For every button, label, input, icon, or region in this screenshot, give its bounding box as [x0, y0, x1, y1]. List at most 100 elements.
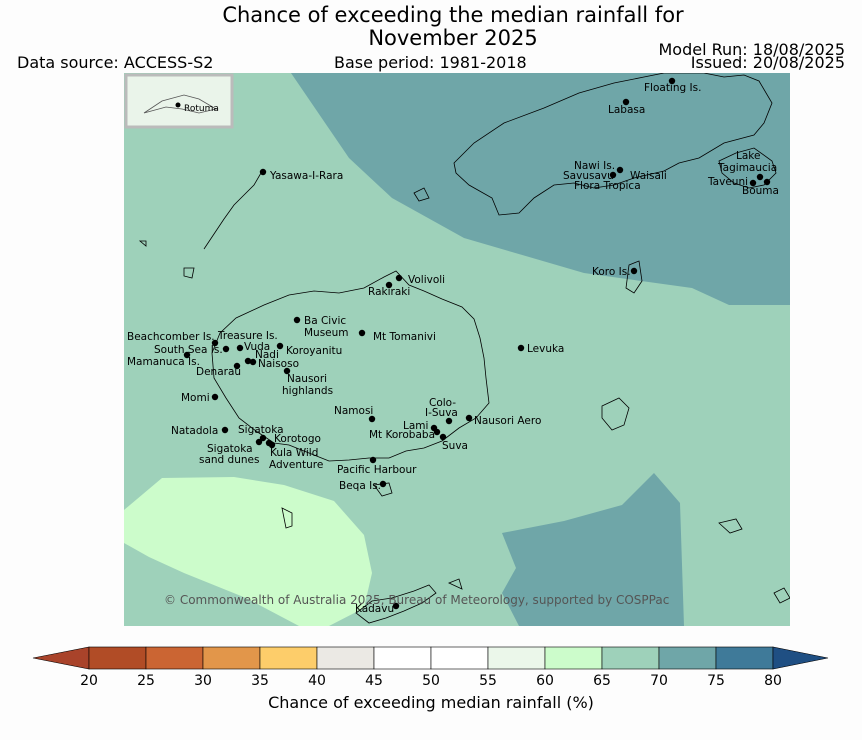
- place-dot-kula-wild: [268, 441, 276, 449]
- chart-title-line1: Chance of exceeding the median rainfall …: [222, 3, 684, 27]
- place-label-nausori-aero: Nausori Aero: [474, 415, 541, 427]
- colorbar-block: [487, 646, 546, 670]
- place-label-beqa-is: Beqa Is.: [339, 480, 381, 492]
- colorbar-tick-label: 55: [479, 673, 497, 689]
- region-north-east: [291, 73, 790, 305]
- place-label-koro-is: Koro Is.: [592, 266, 631, 278]
- place-dot-bouma: [763, 178, 771, 186]
- place-label-sigatoka: Sigatoka: [238, 424, 284, 436]
- region-south-east: [502, 473, 684, 626]
- place-dot-beachcomber: [211, 339, 219, 347]
- colorbar-block: [88, 646, 147, 670]
- place-label-mamanuca: Mamanuca Is.: [127, 356, 200, 368]
- place-label-sigatoka-2: Sigatoka: [207, 443, 253, 455]
- place-label-floating-is: Floating Is.: [644, 82, 701, 94]
- place-label-south-sea-is: South Sea Is.: [154, 344, 223, 356]
- issued-label: Issued: 20/08/2025: [690, 53, 845, 72]
- place-label-beachcomber: Beachcomber Is.: [127, 331, 215, 343]
- place-label-flora-tropica: Flora Tropica: [574, 180, 641, 192]
- colorbar-tick-label: 30: [194, 673, 212, 689]
- place-dot-sigatoka-dunes: [255, 438, 263, 446]
- colorbar-tick-label: 20: [80, 673, 98, 689]
- colorbar-tick-label: 25: [137, 673, 155, 689]
- place-dot-natadola: [221, 426, 229, 434]
- coastlines: [138, 73, 790, 624]
- place-label-kadavu: Kadavu: [355, 603, 394, 615]
- place-dot-rakiraki: [385, 281, 393, 289]
- place-dot-mt-korobaba: [433, 428, 441, 436]
- place-label-mt-korobaba: Mt Korobaba: [369, 429, 435, 441]
- colorbar-block: [430, 646, 489, 670]
- place-dot-sigatoka: [259, 434, 267, 442]
- place-label-highlands: highlands: [282, 385, 333, 397]
- place-dot-naisoso: [249, 358, 257, 366]
- place-label-koroyanitu: Koroyanitu: [286, 345, 342, 357]
- place-dot-koroyanitu: [276, 342, 284, 350]
- place-label-kula-wild: Kula Wild: [270, 447, 318, 459]
- place-dot-nausori-highlands: [283, 367, 291, 375]
- colorbar-block: [259, 646, 318, 670]
- place-dot-denarau: [233, 362, 241, 370]
- colorbar: 20 25 30 35 40 45 50 55 60 65 70 75 80 Chance of exc…: [0, 640, 862, 736]
- map-canvas: Rotuma: [124, 73, 790, 626]
- place-label-korotogo: Korotogo: [274, 433, 321, 445]
- rotuma-inset: Rotuma: [124, 73, 234, 129]
- place-label-nausori: Nausori: [287, 373, 327, 385]
- place-dot-ba: [293, 316, 301, 324]
- place-markers: [183, 77, 771, 610]
- place-label-pacific-harbour: Pacific Harbour: [337, 464, 417, 476]
- place-label-sand-dunes: sand dunes: [199, 454, 259, 466]
- place-label-naisoso: Naisoso: [258, 358, 299, 370]
- colorbar-ticks: 20 25 30 35 40 45 50 55 60 65 70 75 80: [80, 673, 782, 689]
- colorbar-tick-label: 70: [650, 673, 668, 689]
- place-dot-floating-is: [668, 77, 676, 85]
- colorbar-extend-high: [772, 646, 829, 670]
- colorbar-canvas: 20 25 30 35 40 45 50 55 60 65 70 75 80 Chance of exc…: [32, 646, 829, 712]
- place-label-savusavu: Savusavu: [563, 170, 614, 182]
- colorbar-block: [601, 646, 660, 670]
- place-label-museum: Museum: [304, 327, 349, 339]
- place-label-bouma: Bouma: [742, 185, 779, 197]
- place-dot-mt-tomanivi: [358, 329, 366, 337]
- place-label-vuda: Vuda: [244, 341, 270, 353]
- place-label-labasa: Labasa: [608, 104, 645, 116]
- place-label-lami: Lami: [403, 420, 428, 432]
- colorbar-block: [658, 646, 717, 670]
- place-label-i-suva: I-Suva: [425, 407, 458, 419]
- colorbar-block: [373, 646, 432, 670]
- place-label-mt-tomanivi: Mt Tomanivi: [373, 331, 436, 343]
- place-dot-koro-is: [630, 267, 638, 275]
- colorbar-tick-label: 40: [308, 673, 326, 689]
- rotuma-label: Rotuma: [184, 104, 219, 114]
- place-dot-savusavu: [609, 171, 617, 179]
- place-dot-taveuni: [749, 179, 757, 187]
- colorbar-block: [316, 646, 375, 670]
- place-dot-volivoli: [395, 274, 403, 282]
- colorbar-tick-label: 50: [422, 673, 440, 689]
- place-label-suva: Suva: [442, 440, 468, 452]
- place-dot-kadavu: [392, 602, 400, 610]
- place-label-waisali: Waisali: [630, 170, 667, 182]
- copyright-notice: © Commonwealth of Australia 2025, Bureau…: [164, 593, 669, 607]
- place-dot-colo-i-suva: [445, 417, 453, 425]
- colorbar-tick-label: 65: [593, 673, 611, 689]
- place-dot-yasawa: [259, 168, 267, 176]
- base-period-label: Base period: 1981-2018: [334, 53, 527, 72]
- place-label-natadola: Natadola: [171, 425, 218, 437]
- place-label-lake: Lake: [736, 150, 760, 162]
- place-dot-nausori-aero: [465, 414, 473, 422]
- colorbar-tick-label: 75: [707, 673, 725, 689]
- place-label-denarau: Denarau: [196, 366, 241, 378]
- place-dot-suva: [439, 433, 447, 441]
- place-label-colo: Colo-: [429, 397, 456, 409]
- colorbar-tick-label: 45: [365, 673, 383, 689]
- data-source-label: Data source: ACCESS-S2: [17, 53, 214, 72]
- place-label-tagimaucia: Tagimaucia: [717, 162, 777, 174]
- rainfall-map[interactable]: Rotuma: [124, 73, 790, 626]
- place-label-nadi: Nadi: [255, 349, 279, 361]
- region-south-west: [124, 477, 372, 626]
- colorbar-blocks: [32, 646, 829, 670]
- place-label-yasawa: Yasawa-I-Rara: [269, 170, 343, 182]
- place-dot-pacific-harbour: [369, 456, 377, 464]
- place-label-namosi: Namosi: [334, 405, 373, 417]
